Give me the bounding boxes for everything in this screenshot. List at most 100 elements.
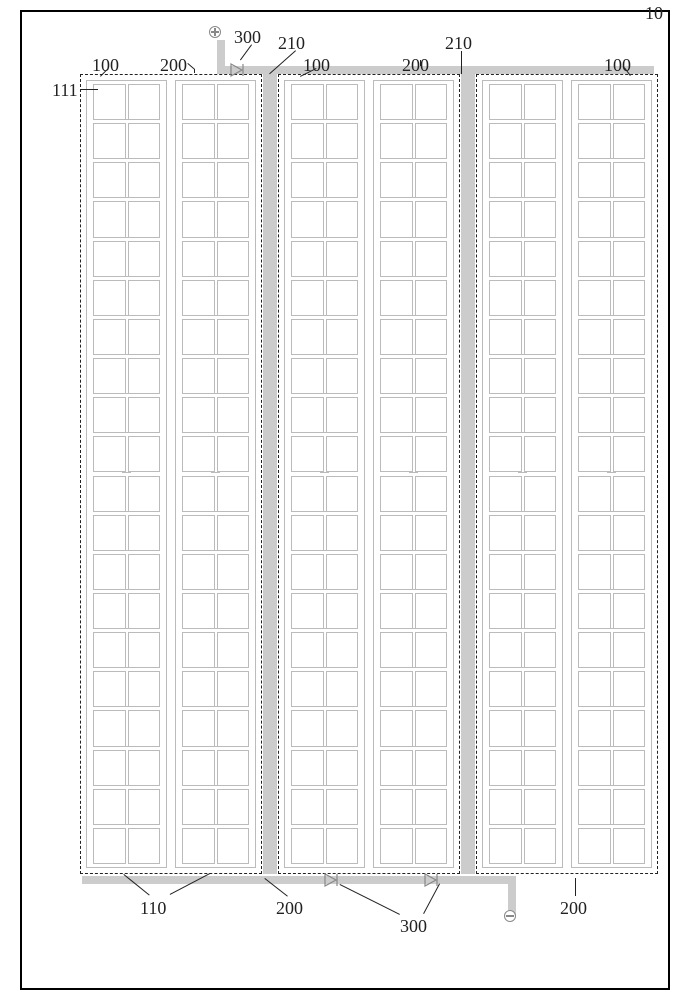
cell-ribbon [610, 632, 614, 668]
cell-ribbon [323, 201, 327, 237]
cell-ribbon [125, 750, 129, 786]
cell-ribbon [214, 436, 218, 472]
cell-ribbon [412, 554, 416, 590]
cell-ribbon [214, 123, 218, 159]
bus-top [221, 66, 654, 74]
cell-ribbon [214, 397, 218, 433]
cell-ribbon [610, 476, 614, 512]
cell-ribbon [412, 84, 416, 120]
cell-ribbon [323, 828, 327, 864]
cell-ribbon [214, 828, 218, 864]
cell-ribbon [323, 162, 327, 198]
label-bus_bl: 200 [276, 898, 303, 919]
cell-ribbon [610, 750, 614, 786]
cell-ribbon [214, 162, 218, 198]
cell-ribbon [521, 241, 525, 277]
bus-vert-top [217, 40, 225, 74]
cell-ribbon [610, 828, 614, 864]
cell-ribbon [610, 671, 614, 707]
cell-ribbon [214, 280, 218, 316]
cell-ribbon [125, 162, 129, 198]
cell-ribbon [412, 789, 416, 825]
cell-ribbon [521, 201, 525, 237]
cell-ribbon [610, 319, 614, 355]
cell-ribbon [412, 750, 416, 786]
leader-line [194, 69, 195, 73]
cell-ribbon [412, 828, 416, 864]
cell-ribbon [125, 789, 129, 825]
cell-ribbon [521, 593, 525, 629]
cell-ribbon [610, 554, 614, 590]
cell-ribbon [214, 710, 218, 746]
cell-ribbon [412, 710, 416, 746]
cell-ribbon [214, 789, 218, 825]
leader-line [80, 89, 98, 90]
cell-ribbon [521, 828, 525, 864]
cell-ribbon [125, 123, 129, 159]
plus-icon [214, 28, 216, 36]
leader-line [461, 51, 462, 74]
cell-ribbon [412, 671, 416, 707]
cell-ribbon [214, 554, 218, 590]
cell-ribbon [610, 710, 614, 746]
diode-icon [230, 63, 246, 77]
cell-ribbon [521, 750, 525, 786]
cell-ribbon [610, 123, 614, 159]
cell-ribbon [214, 358, 218, 394]
bus-inner-2 [461, 74, 475, 874]
cell-ribbon [214, 241, 218, 277]
cell-ribbon [610, 358, 614, 394]
cell-ribbon [412, 436, 416, 472]
cell-ribbon [521, 397, 525, 433]
cell-ribbon [214, 671, 218, 707]
cell-ribbon [323, 789, 327, 825]
cell-ribbon [521, 515, 525, 551]
cell-ribbon [323, 554, 327, 590]
cell-ribbon [125, 593, 129, 629]
cell-ribbon [214, 476, 218, 512]
cell-ribbon [125, 710, 129, 746]
cell-ribbon [323, 280, 327, 316]
cell-ribbon [323, 515, 327, 551]
cell-ribbon [610, 201, 614, 237]
cell-ribbon [412, 593, 416, 629]
label-diode_top: 300 [234, 27, 261, 48]
cell-ribbon [323, 241, 327, 277]
cell-ribbon [214, 593, 218, 629]
diagram-stage: 1010010010011111020020020020021021030030… [0, 0, 685, 1000]
bus-inner-1 [263, 74, 277, 874]
cell-ribbon [521, 436, 525, 472]
cell-ribbon [521, 476, 525, 512]
cell-ribbon [323, 632, 327, 668]
cell-ribbon [214, 84, 218, 120]
cell-ribbon [125, 476, 129, 512]
cell-ribbon [521, 162, 525, 198]
cell-ribbon [323, 123, 327, 159]
cell-ribbon [412, 280, 416, 316]
cell-ribbon [521, 123, 525, 159]
diode-icon [324, 873, 340, 887]
cell-ribbon [125, 319, 129, 355]
cell-ribbon [125, 436, 129, 472]
cell-ribbon [412, 515, 416, 551]
label-cell: 111 [52, 80, 78, 101]
cell-ribbon [610, 436, 614, 472]
label-bus_mid_top: 200 [402, 55, 429, 76]
label-bus_top: 200 [160, 55, 187, 76]
cell-ribbon [125, 280, 129, 316]
cell-ribbon [610, 280, 614, 316]
leader-line [420, 60, 421, 66]
label-gap2: 210 [445, 33, 472, 54]
cell-ribbon [214, 632, 218, 668]
label-bus_br: 200 [560, 898, 587, 919]
cell-ribbon [412, 632, 416, 668]
cell-ribbon [521, 358, 525, 394]
cell-ribbon [323, 436, 327, 472]
cell-ribbon [610, 84, 614, 120]
cell-ribbon [125, 84, 129, 120]
cell-ribbon [610, 162, 614, 198]
cell-ribbon [610, 241, 614, 277]
cell-ribbon [412, 358, 416, 394]
cell-ribbon [521, 710, 525, 746]
cell-ribbon [610, 593, 614, 629]
